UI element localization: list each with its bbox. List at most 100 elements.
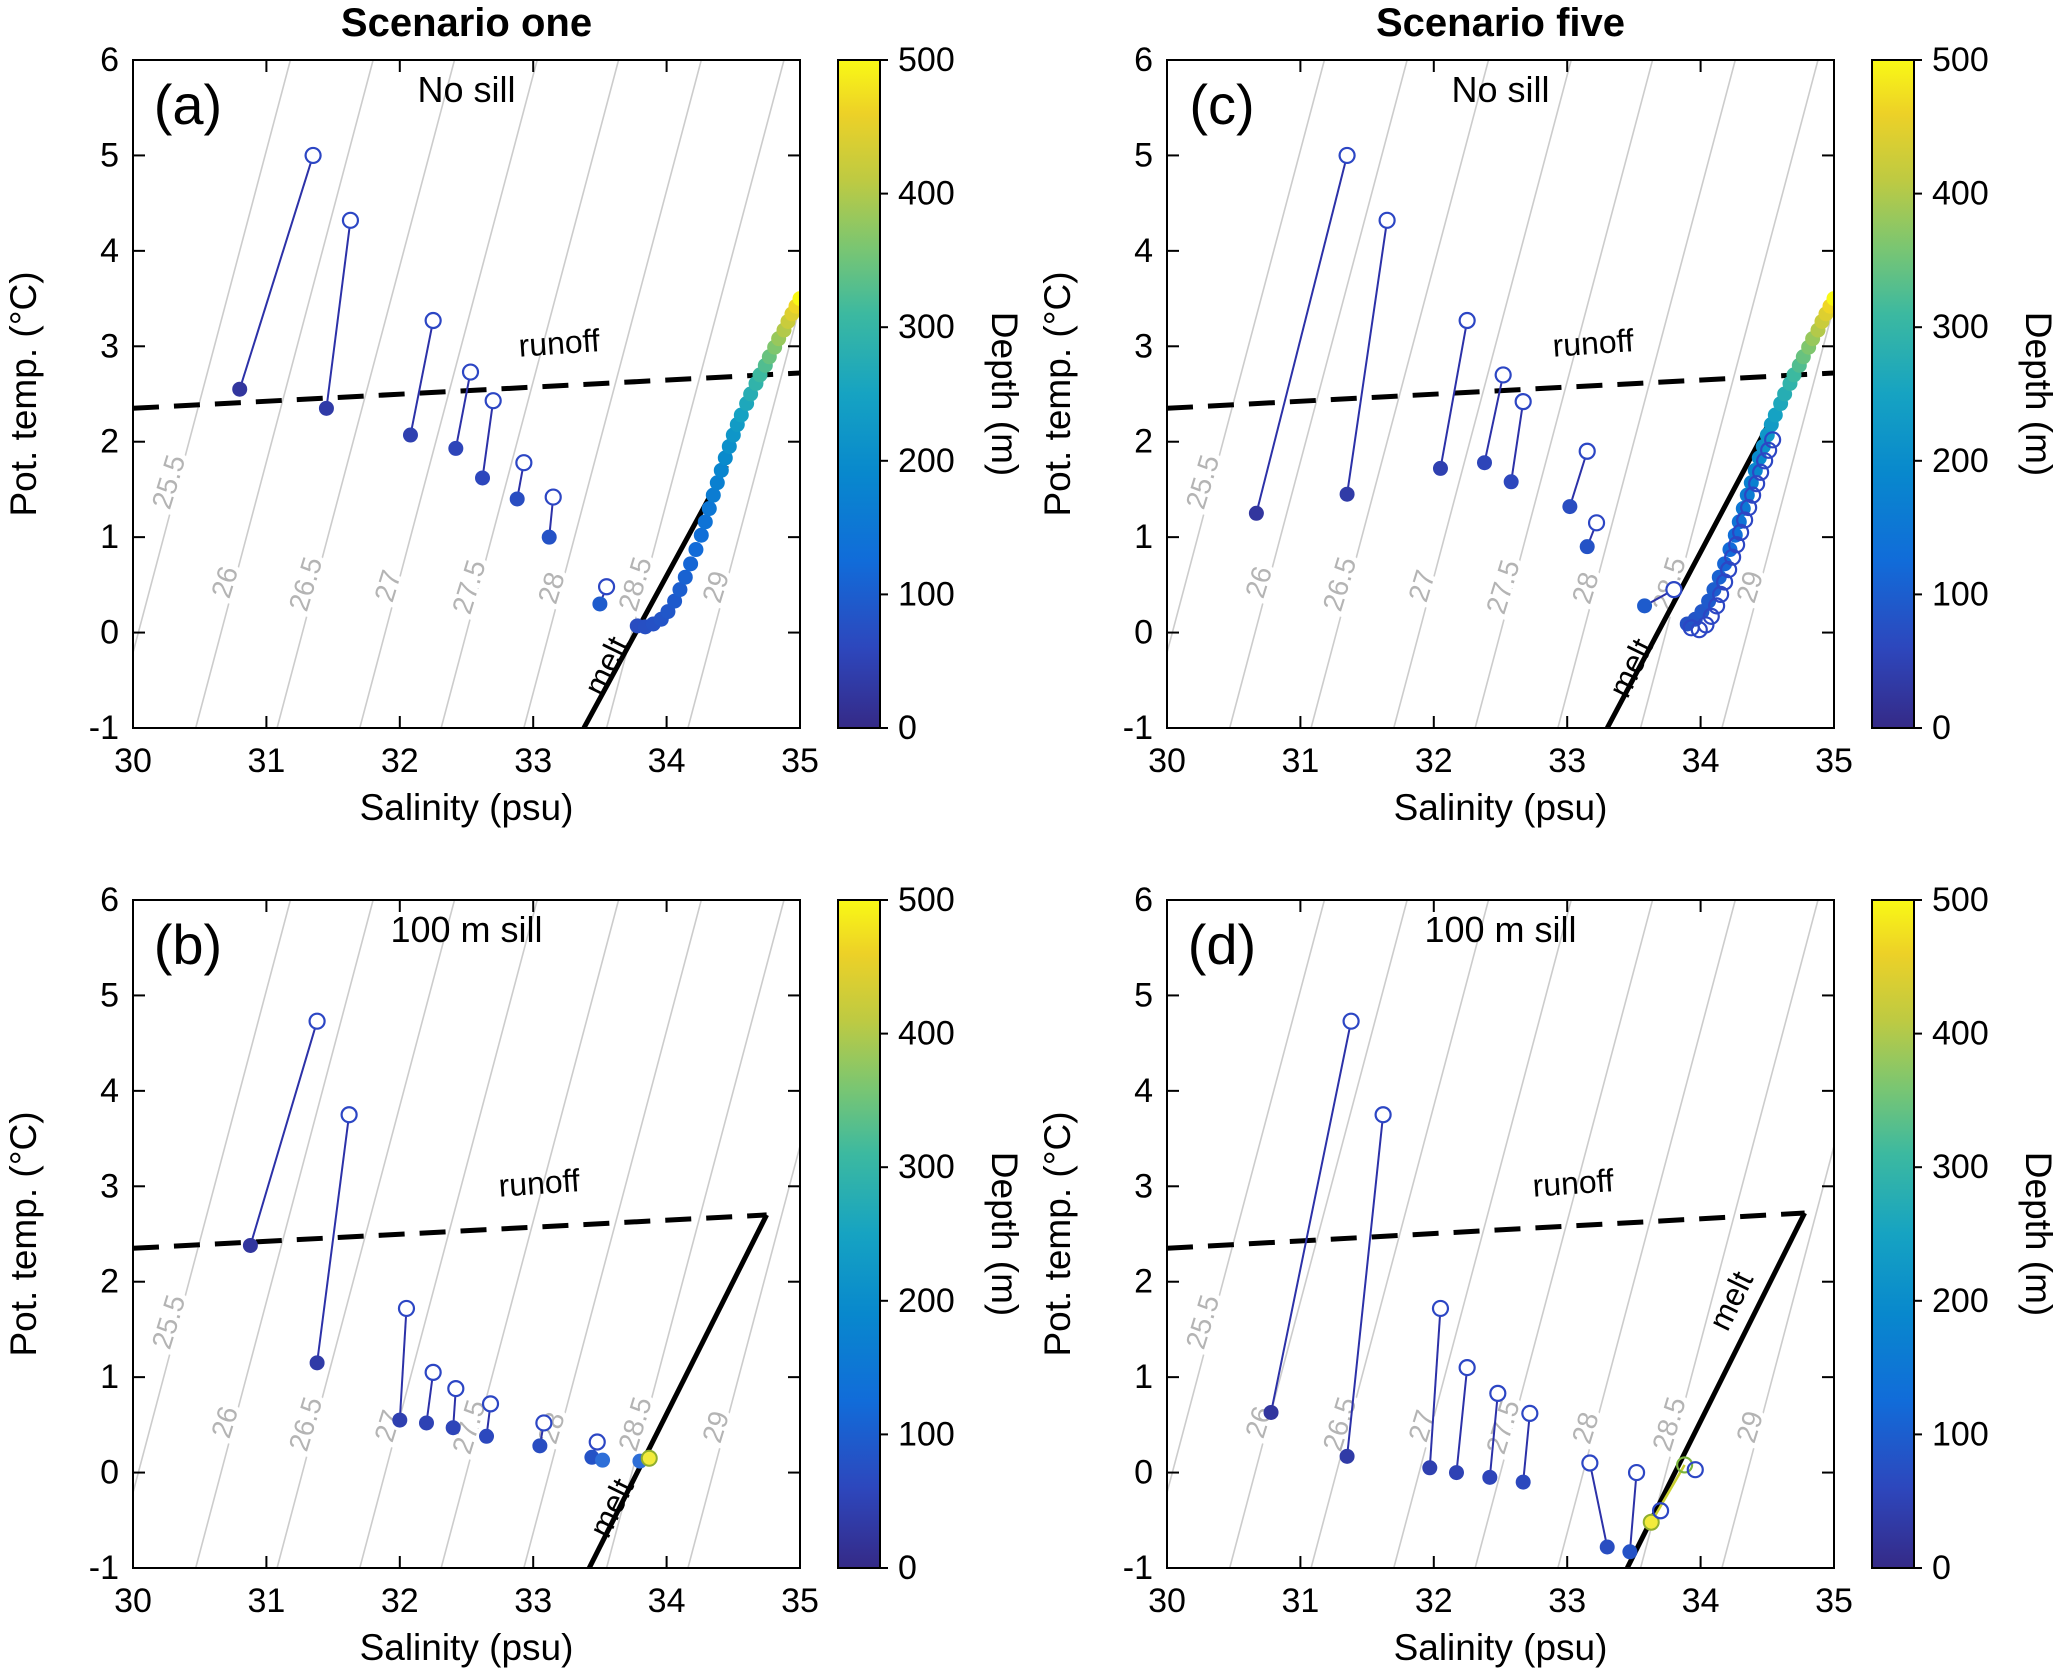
colorbar-label: Depth (m)	[984, 312, 1025, 476]
mixing-curve-point	[721, 438, 737, 454]
colorbar-tick-label: 0	[898, 1549, 917, 1587]
isopycnal-line	[1557, 60, 1737, 728]
x-axis-label: Salinity (psu)	[1394, 1627, 1608, 1668]
open-marker	[1494, 366, 1512, 384]
colorbar-tick-label: 400	[1932, 1015, 1989, 1053]
y-tick-label: -1	[89, 1549, 119, 1587]
open-marker	[304, 146, 322, 165]
y-tick-label: 4	[100, 1072, 119, 1110]
y-tick-label: 2	[1134, 1263, 1153, 1301]
open-marker	[1581, 1454, 1599, 1472]
pair-line	[316, 1114, 351, 1363]
panel-title: No sill	[417, 69, 515, 110]
mixing-curve-point	[1826, 291, 1834, 307]
panel-letter: (c)	[1189, 73, 1254, 136]
y-axis-label: Pot. temp. (°C)	[3, 1111, 44, 1356]
open-marker	[1378, 211, 1396, 229]
x-tick-label: 30	[1148, 1582, 1186, 1620]
y-tick-label: -1	[1123, 709, 1153, 747]
filled-marker	[1448, 1465, 1464, 1481]
isopycnal-line	[1721, 1142, 1834, 1568]
mixing-curve-point	[672, 582, 688, 598]
open-curve-point	[1740, 498, 1758, 517]
open-curve-point	[1756, 452, 1774, 470]
pair-line	[1628, 1472, 1638, 1552]
pair-line	[1588, 1462, 1609, 1548]
pair-line	[409, 320, 435, 436]
open-marker	[484, 392, 502, 410]
profile-pairs	[232, 146, 616, 612]
isopycnal-label: 27.5	[1480, 556, 1526, 617]
x-tick-label: 35	[781, 1582, 819, 1620]
mixing-curve-point	[677, 569, 693, 585]
isopycnal-label: 25.5	[146, 451, 192, 512]
filled-marker	[1248, 505, 1264, 521]
filled-marker	[1432, 460, 1448, 476]
y-tick-label: 2	[100, 1263, 119, 1301]
special-segment	[1650, 1464, 1686, 1523]
runoff-label: runoff	[1531, 1162, 1615, 1204]
filled-marker	[402, 427, 418, 443]
x-tick-label: 34	[1682, 742, 1720, 780]
pair-line	[1455, 1367, 1469, 1473]
profile-pairs	[1263, 1012, 1646, 1560]
open-marker	[1489, 1384, 1507, 1402]
isopycnal-label: 26.5	[1317, 553, 1363, 614]
open-curve-point	[1736, 511, 1754, 529]
open-marker	[481, 1395, 500, 1413]
x-tick-label: 31	[247, 742, 285, 780]
open-marker	[1342, 1012, 1360, 1030]
isopycnal-line	[605, 60, 785, 728]
open-marker	[1521, 1404, 1539, 1423]
pair-line	[1255, 155, 1349, 514]
isopycnal-label: 26.5	[283, 1393, 329, 1454]
mixing-curve-point	[717, 450, 733, 466]
filled-marker	[1263, 1404, 1279, 1420]
isopycnal-line	[523, 60, 703, 728]
open-marker	[447, 1379, 465, 1398]
mixing-curve-point	[688, 542, 704, 558]
x-tick-label: 32	[1415, 1582, 1453, 1620]
x-axis-label: Salinity (psu)	[360, 787, 574, 828]
open-marker	[1587, 514, 1606, 532]
y-tick-label: 1	[100, 1358, 119, 1396]
filled-marker	[1503, 474, 1519, 490]
open-curve-point	[1708, 597, 1726, 615]
isopycnal-label: 28.5	[1646, 1393, 1692, 1454]
mixing-curve-point	[713, 462, 729, 478]
filled-marker	[1599, 1539, 1615, 1555]
colorbar	[837, 59, 881, 729]
filled-marker	[1339, 1448, 1355, 1464]
open-marker	[341, 211, 360, 229]
pair-line	[1439, 320, 1469, 469]
filled-marker	[532, 1438, 548, 1454]
open-marker	[588, 1433, 606, 1451]
pair-line	[398, 1308, 408, 1421]
colorbar-label: Depth (m)	[2018, 1152, 2059, 1316]
axis-box	[1166, 899, 1835, 1569]
open-curve-point	[1697, 616, 1715, 634]
isopycnal-line	[359, 900, 538, 1568]
filled-marker	[1482, 1469, 1498, 1485]
isopycnal-line	[1393, 900, 1572, 1568]
y-tick-label: 3	[1134, 1167, 1153, 1205]
pair-line	[1522, 1413, 1531, 1483]
colorbar-tick-label: 100	[898, 575, 955, 613]
isopycnal-label: 27.5	[446, 556, 492, 617]
filled-marker	[1579, 539, 1595, 555]
column-title: Scenario one	[341, 1, 592, 45]
colorbar-tick-label: 200	[1932, 1282, 1989, 1320]
open-marker	[1627, 1463, 1646, 1482]
open-marker	[1665, 581, 1683, 599]
y-tick-label: 0	[1134, 614, 1153, 652]
pair-line	[1568, 450, 1589, 507]
open-marker	[597, 578, 616, 596]
isopycnal-label: 26.5	[1317, 1393, 1363, 1454]
colorbar-tick-label: 0	[1932, 1549, 1951, 1587]
y-tick-label: 0	[100, 614, 119, 652]
open-curve	[1682, 431, 1782, 639]
filled-marker	[232, 381, 248, 397]
colorbar-tick-label: 500	[1932, 41, 1989, 79]
